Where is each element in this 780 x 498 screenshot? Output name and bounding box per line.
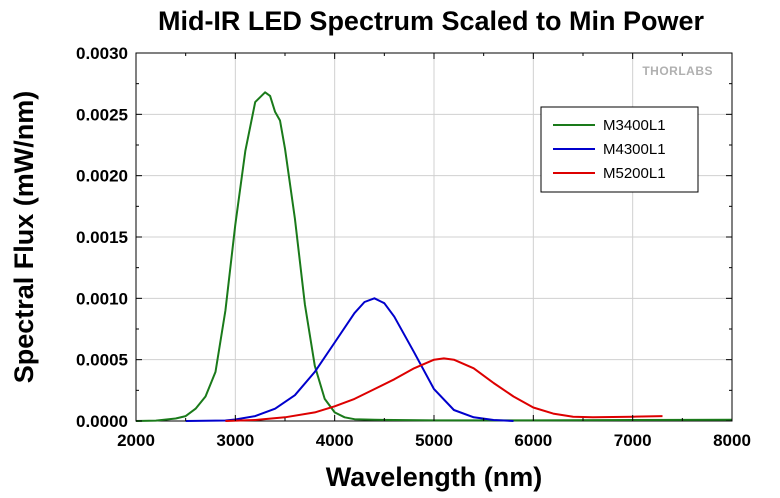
y-tick-label: 0.0030 [76, 44, 128, 63]
legend-items: M3400L1 M4300L1 M5200L1 [553, 117, 666, 182]
legend-label-m5200l1: M5200L1 [603, 165, 666, 182]
y-tick-label: 0.0025 [76, 105, 128, 124]
x-tick-label: 2000 [117, 431, 155, 450]
series-line-m4300l1 [185, 297, 514, 422]
x-tick-label: 3000 [216, 431, 254, 450]
y-tick-label: 0.0000 [76, 412, 128, 431]
watermark-logo: THORLABS [642, 64, 713, 78]
chart-title: Mid-IR LED Spectrum Scaled to Min Power [158, 6, 705, 36]
y-tick-label: 0.0010 [76, 289, 128, 308]
series-layer [135, 91, 733, 422]
y-axis-label: Spectral Flux (mW/nm) [9, 91, 39, 384]
x-tick-label: 5000 [415, 431, 453, 450]
x-axis-label: Wavelength (nm) [326, 462, 543, 492]
y-tick-label: 0.0015 [76, 228, 128, 247]
axis-ticks: 2000 3000 4000 5000 6000 7000 8000 0.0000 0.0005… [76, 44, 751, 450]
x-tick-label: 6000 [514, 431, 552, 450]
series-line-m3400l1 [135, 91, 733, 422]
series-line-m5200l1 [225, 357, 663, 422]
x-tick-label: 8000 [713, 431, 751, 450]
y-tick-label: 0.0020 [76, 167, 128, 186]
x-tick-label: 7000 [614, 431, 652, 450]
legend: M3400L1 M4300L1 M5200L1 [540, 106, 699, 193]
legend-label-m4300l1: M4300L1 [603, 141, 666, 158]
legend-label-m3400l1: M3400L1 [603, 117, 666, 134]
y-tick-label: 0.0005 [76, 351, 128, 370]
x-tick-label: 4000 [316, 431, 354, 450]
